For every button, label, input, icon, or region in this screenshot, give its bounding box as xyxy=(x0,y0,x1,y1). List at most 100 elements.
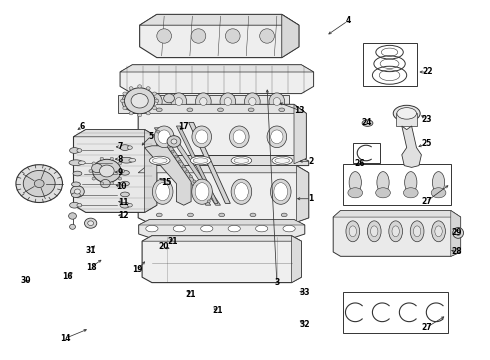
Polygon shape xyxy=(139,220,305,225)
Ellipse shape xyxy=(121,170,124,172)
Ellipse shape xyxy=(121,170,129,175)
Ellipse shape xyxy=(219,213,224,217)
Polygon shape xyxy=(140,14,299,25)
Ellipse shape xyxy=(171,150,174,153)
Ellipse shape xyxy=(110,157,114,160)
Ellipse shape xyxy=(186,170,189,173)
Polygon shape xyxy=(74,130,157,137)
Ellipse shape xyxy=(146,112,150,115)
Text: 21: 21 xyxy=(167,237,178,246)
Ellipse shape xyxy=(93,159,121,183)
Ellipse shape xyxy=(414,226,421,237)
Ellipse shape xyxy=(456,230,461,235)
Ellipse shape xyxy=(377,172,389,193)
Ellipse shape xyxy=(120,157,133,163)
Ellipse shape xyxy=(200,190,203,193)
Ellipse shape xyxy=(188,213,194,217)
Text: 8: 8 xyxy=(118,154,122,163)
Ellipse shape xyxy=(156,183,170,201)
Text: 26: 26 xyxy=(354,159,365,168)
Ellipse shape xyxy=(72,182,80,186)
Bar xyxy=(353,143,380,163)
Text: 23: 23 xyxy=(421,115,432,124)
Polygon shape xyxy=(333,211,461,217)
Ellipse shape xyxy=(155,99,159,102)
Polygon shape xyxy=(120,65,314,72)
Polygon shape xyxy=(282,14,299,58)
Ellipse shape xyxy=(405,172,417,193)
Ellipse shape xyxy=(78,161,85,165)
Text: 17: 17 xyxy=(178,122,189,131)
Polygon shape xyxy=(142,236,301,241)
Text: 5: 5 xyxy=(148,132,153,140)
Polygon shape xyxy=(154,128,211,205)
Ellipse shape xyxy=(123,107,127,110)
Ellipse shape xyxy=(190,156,211,165)
Ellipse shape xyxy=(124,88,155,114)
Ellipse shape xyxy=(362,120,373,126)
Ellipse shape xyxy=(256,225,268,232)
Ellipse shape xyxy=(122,93,138,110)
Polygon shape xyxy=(136,156,309,166)
Text: 16: 16 xyxy=(62,272,73,281)
Ellipse shape xyxy=(410,221,424,242)
Ellipse shape xyxy=(100,182,103,185)
Ellipse shape xyxy=(225,29,240,43)
Text: 18: 18 xyxy=(86,263,97,271)
Ellipse shape xyxy=(204,195,207,198)
Ellipse shape xyxy=(121,192,129,197)
Ellipse shape xyxy=(200,98,207,105)
Text: 20: 20 xyxy=(158,243,169,251)
Ellipse shape xyxy=(432,172,444,193)
Ellipse shape xyxy=(158,130,171,144)
Ellipse shape xyxy=(393,105,420,121)
Ellipse shape xyxy=(118,177,122,180)
Ellipse shape xyxy=(77,149,82,152)
Ellipse shape xyxy=(156,213,162,217)
Text: 13: 13 xyxy=(294,106,305,115)
Ellipse shape xyxy=(192,179,212,204)
Polygon shape xyxy=(138,104,306,164)
Ellipse shape xyxy=(157,130,160,133)
Ellipse shape xyxy=(118,162,122,165)
Ellipse shape xyxy=(196,130,208,144)
Ellipse shape xyxy=(231,156,252,165)
Ellipse shape xyxy=(70,224,75,229)
Ellipse shape xyxy=(164,140,167,143)
Ellipse shape xyxy=(389,221,402,242)
Ellipse shape xyxy=(173,225,185,232)
Ellipse shape xyxy=(171,93,187,110)
Ellipse shape xyxy=(432,221,445,242)
Ellipse shape xyxy=(88,221,94,225)
Ellipse shape xyxy=(151,98,158,105)
Ellipse shape xyxy=(228,225,240,232)
Ellipse shape xyxy=(23,171,55,197)
Polygon shape xyxy=(176,126,218,203)
Ellipse shape xyxy=(229,126,249,148)
Ellipse shape xyxy=(187,108,193,112)
Polygon shape xyxy=(294,104,306,164)
Ellipse shape xyxy=(152,92,156,95)
Text: 14: 14 xyxy=(60,334,71,343)
Text: 27: 27 xyxy=(421,197,432,206)
Ellipse shape xyxy=(129,112,133,115)
Ellipse shape xyxy=(123,92,127,95)
Ellipse shape xyxy=(164,94,174,103)
Text: 9: 9 xyxy=(118,167,122,176)
Ellipse shape xyxy=(74,189,80,194)
Polygon shape xyxy=(296,166,309,222)
Ellipse shape xyxy=(397,108,416,119)
Ellipse shape xyxy=(156,108,162,112)
Polygon shape xyxy=(292,236,301,283)
Ellipse shape xyxy=(250,213,256,217)
Ellipse shape xyxy=(152,158,167,163)
Ellipse shape xyxy=(368,221,381,242)
Ellipse shape xyxy=(182,165,185,168)
Ellipse shape xyxy=(207,200,210,203)
Text: 25: 25 xyxy=(421,139,432,148)
Ellipse shape xyxy=(100,180,110,188)
Text: 22: 22 xyxy=(422,68,433,77)
Ellipse shape xyxy=(100,157,103,160)
Ellipse shape xyxy=(147,93,162,110)
Bar xyxy=(396,113,417,126)
